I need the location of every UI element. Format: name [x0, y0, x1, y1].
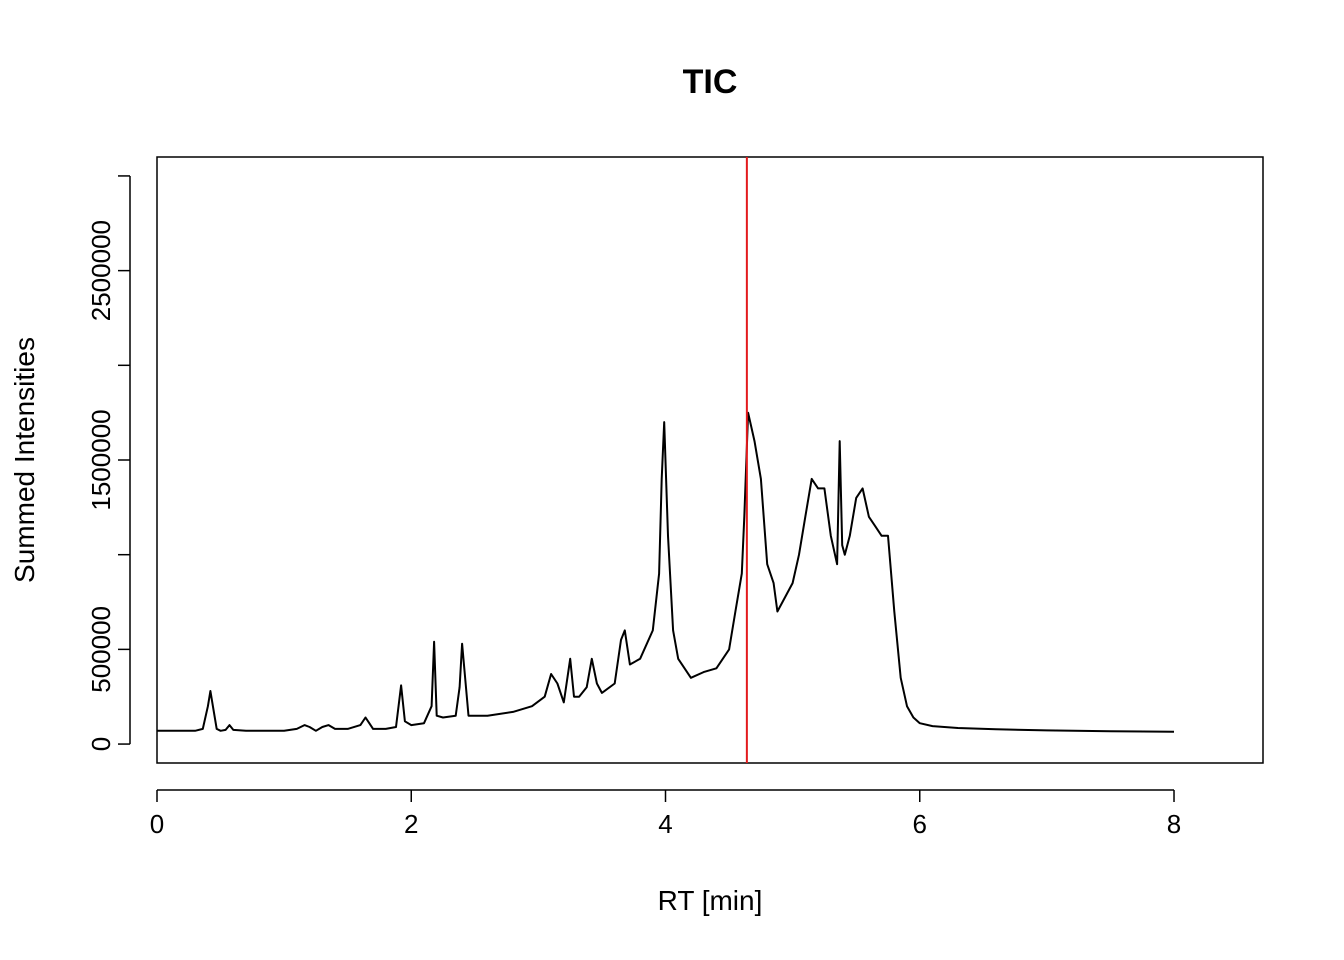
y-axis-label: Summed Intensities — [9, 337, 40, 583]
chart-title: TIC — [683, 63, 738, 101]
x-axis-label: RT [min] — [658, 885, 763, 916]
x-tick-label: 8 — [1167, 809, 1181, 839]
y-tick-label: 0 — [86, 737, 116, 751]
x-axis: 0 2 4 6 8 — [150, 789, 1181, 839]
x-tick-label: 4 — [658, 809, 672, 839]
y-tick-label: 500000 — [86, 606, 116, 693]
y-axis: 0 500000 1500000 2500000 — [86, 175, 131, 751]
tic-series-line — [157, 411, 1175, 733]
plot-frame — [156, 156, 1264, 764]
x-tick-label: 2 — [404, 809, 418, 839]
x-tick-label: 0 — [150, 809, 164, 839]
y-tick-label: 2500000 — [86, 220, 116, 321]
y-tick-label: 1500000 — [86, 409, 116, 510]
x-tick-label: 6 — [913, 809, 927, 839]
